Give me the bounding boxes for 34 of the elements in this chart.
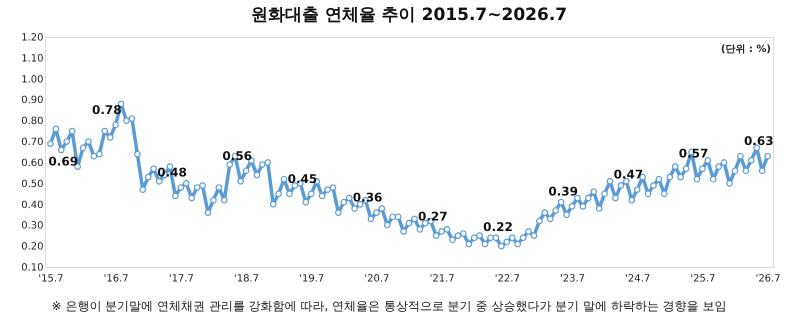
y-tick-label: 0.40 [21, 200, 44, 211]
x-tick-label: '19.7 [299, 274, 324, 284]
text: 0.47 [614, 168, 644, 182]
x-tick-label: '15.7 [38, 274, 64, 284]
y-tick-label: 0.30 [21, 220, 44, 232]
text: 0.63 [744, 134, 774, 148]
x-tick-label: '26.7 [756, 274, 781, 284]
x-tick-label: '23.7 [560, 274, 585, 284]
x-tick-label: '22.7 [494, 274, 520, 284]
x-tick-label: '21.7 [430, 274, 455, 284]
x-tick-label: '20.7 [364, 274, 390, 284]
x-tick-label: '18.7 [234, 274, 260, 284]
x-tick-label: '25.7 [690, 274, 716, 284]
y-tick-label: 0.90 [21, 95, 44, 106]
text: 0.36 [352, 190, 382, 205]
annotation: (단위 : %) [720, 44, 771, 55]
y-tick-label: 0.20 [21, 242, 44, 253]
text: 0.27 [418, 209, 448, 224]
y-tick-label: 1.20 [21, 32, 44, 44]
chart-title: 원화대출 연체율 추이 2015.7~2026.7 [250, 5, 568, 25]
x-tick-label: '24.7 [625, 274, 650, 284]
text: ※ 은행이 분기말에 연체채권 관리를 강화함에 따라, 연체율은 통상적으로 분기 중 상승했다가 분기 말에 하락하는 경향을 보임 [52, 299, 726, 313]
y-tick-label: 1.00 [21, 74, 44, 86]
y-tick-label: 0.60 [21, 158, 44, 169]
x-tick-label: '17.7 [168, 274, 194, 284]
y-tick-label: 0.50 [21, 178, 44, 190]
y-tick-label: 0.70 [21, 137, 44, 148]
text: 0.22 [483, 220, 513, 234]
y-tick-label: 1.10 [21, 53, 44, 64]
y-tick-label: 0.10 [21, 262, 44, 274]
y-tick-label: 0.80 [21, 116, 44, 128]
x-tick-label: '16.7 [104, 274, 129, 284]
text: 0.45 [288, 172, 318, 186]
text: 0.39 [548, 184, 578, 198]
